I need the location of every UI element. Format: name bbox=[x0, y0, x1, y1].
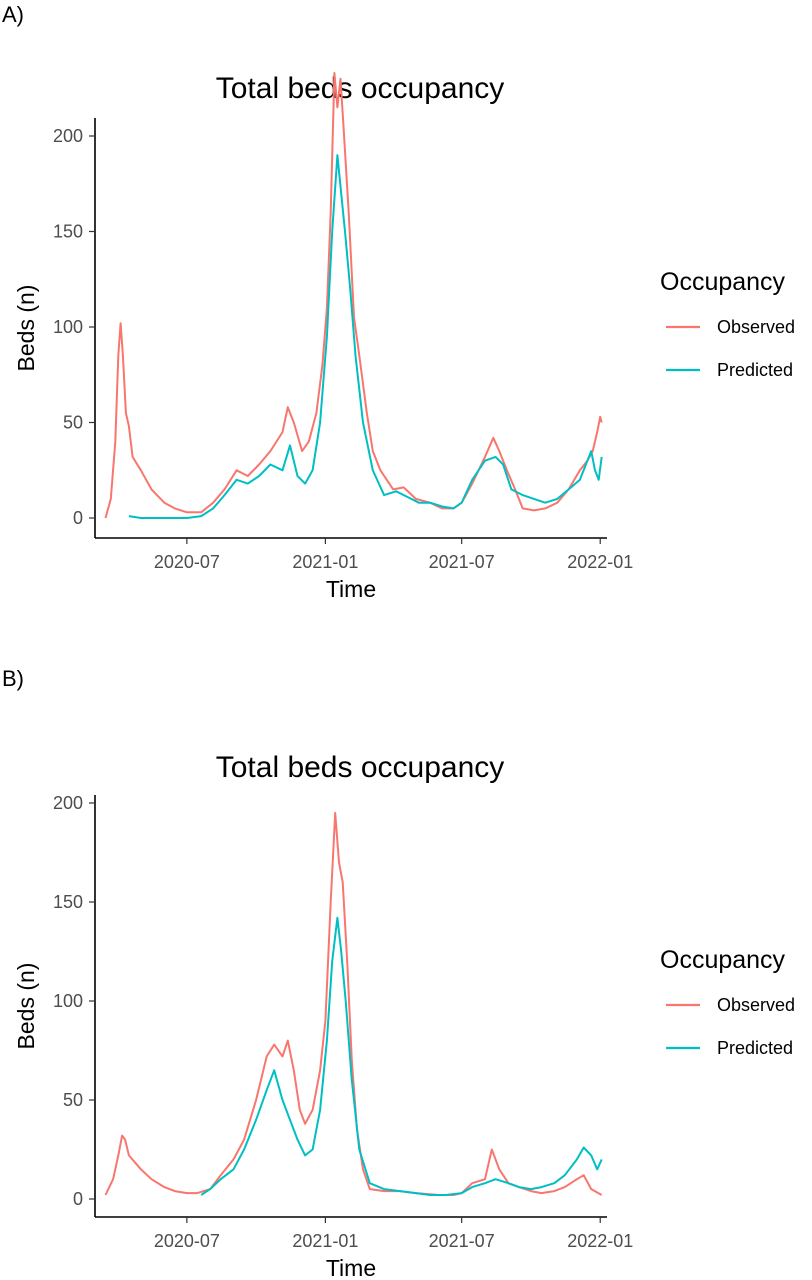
chart-1-title: Total beds occupancy bbox=[216, 72, 505, 105]
chart-1-y-tick-label: 100 bbox=[53, 317, 83, 337]
panel-tag-a: A) bbox=[2, 2, 24, 27]
chart-2-y-axis-title: Beds (n) bbox=[13, 963, 39, 1050]
chart-1-series-line-observed bbox=[104, 72, 603, 519]
chart-1-y-tick-label: 0 bbox=[73, 508, 83, 528]
chart-2-x-tick-label: 2021-01 bbox=[292, 1231, 358, 1251]
chart-2-x-tick-label: 2021-07 bbox=[429, 1231, 495, 1251]
chart-1-x-tick-label: 2022-01 bbox=[567, 552, 633, 572]
chart-1-y-tick-label: 200 bbox=[53, 126, 83, 146]
chart-1-series-line-predicted bbox=[128, 154, 603, 519]
chart-2-title: Total beds occupancy bbox=[216, 751, 505, 784]
chart-2-x-axis-title: Time bbox=[326, 1255, 376, 1280]
chart-2-y-tick-label: 150 bbox=[53, 892, 83, 912]
chart-1-legend-label-observed: Observed bbox=[717, 317, 795, 337]
chart-1-legend-title: Occupancy bbox=[660, 268, 786, 296]
chart-2-y-tick-label: 50 bbox=[63, 1090, 83, 1110]
chart-1-x-tick-label: 2020-07 bbox=[154, 552, 220, 572]
chart-1-legend-label-predicted: Predicted bbox=[717, 360, 793, 380]
chart-2-y-tick-label: 200 bbox=[53, 793, 83, 813]
chart-2-y-tick-label: 100 bbox=[53, 991, 83, 1011]
chart-2-legend-title: Occupancy bbox=[660, 946, 786, 974]
chart-1-y-tick-label: 150 bbox=[53, 222, 83, 242]
chart-1-y-tick-label: 50 bbox=[63, 413, 83, 433]
chart-2-series-line-predicted bbox=[200, 916, 603, 1196]
chart-2-series-line-observed bbox=[104, 811, 603, 1196]
chart-2-legend-label-observed: Observed bbox=[717, 995, 795, 1015]
chart-2-x-tick-label: 2022-01 bbox=[567, 1231, 633, 1251]
chart-2-y-tick-label: 0 bbox=[73, 1189, 83, 1209]
chart-1-y-axis-title: Beds (n) bbox=[13, 285, 39, 372]
chart-2-x-tick-label: 2020-07 bbox=[154, 1231, 220, 1251]
chart-2-legend-label-predicted: Predicted bbox=[717, 1038, 793, 1058]
chart-1-x-axis-title: Time bbox=[326, 576, 376, 602]
chart-1-x-tick-label: 2021-07 bbox=[429, 552, 495, 572]
chart-1-x-tick-label: 2021-01 bbox=[292, 552, 358, 572]
panel-tag-b: B) bbox=[2, 666, 24, 691]
